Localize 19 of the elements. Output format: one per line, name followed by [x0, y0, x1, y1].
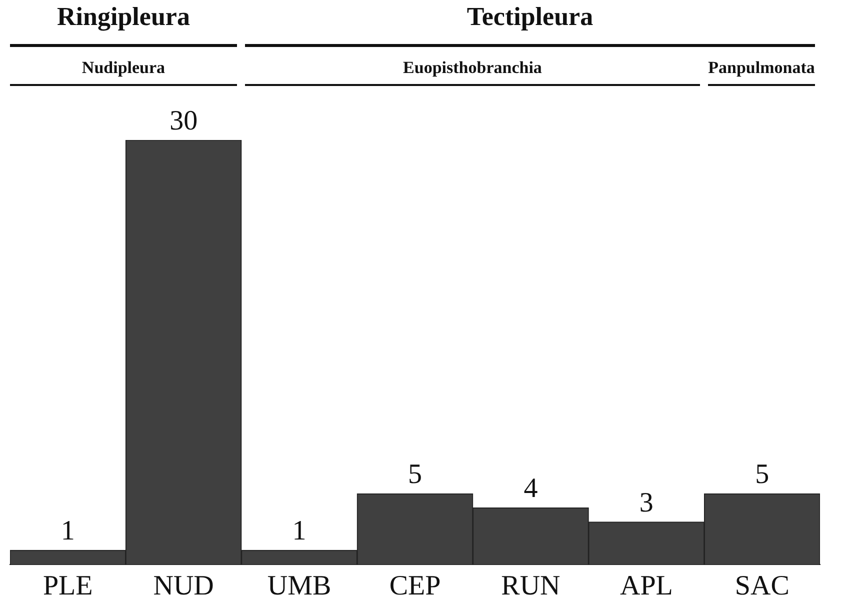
text: Ringipleura: [56, 2, 191, 32]
x-tick-label: CEP: [389, 570, 441, 602]
data-label: 4: [524, 473, 538, 504]
text: Tectipleura: [466, 2, 594, 32]
x-tick-label: RUN: [501, 570, 560, 602]
data-label: 1: [60, 516, 75, 547]
x-tick-label: NUD: [153, 570, 214, 602]
text: Panpulmonata: [708, 58, 815, 78]
data-label: 5: [755, 459, 770, 490]
data-label: 30: [170, 105, 198, 136]
x-tick-label: SAC: [734, 570, 790, 602]
x-tick-label: UMB: [267, 570, 332, 602]
data-label: 5: [408, 459, 422, 490]
x-tick-label: APL: [620, 570, 673, 602]
data-label: 1: [292, 516, 306, 547]
text: Euopisthobranchia: [402, 58, 543, 78]
text: Nudipleura: [80, 58, 166, 78]
data-label: 3: [639, 487, 654, 518]
x-tick-label: PLE: [42, 570, 93, 602]
